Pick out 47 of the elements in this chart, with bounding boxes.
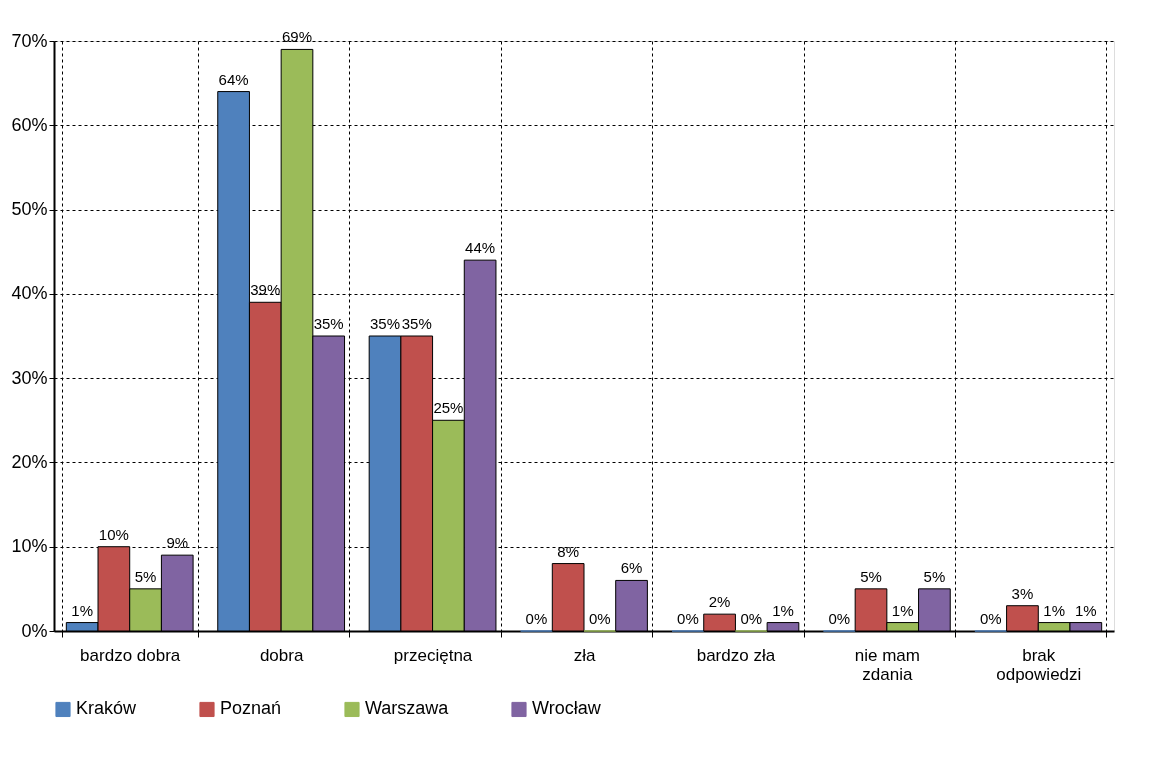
x-tick-label: dobra <box>259 645 304 665</box>
data-label: 0% <box>525 610 548 627</box>
y-tick-label: 0% <box>21 620 48 641</box>
data-label: 5% <box>923 567 946 585</box>
data-label: 35% <box>313 315 344 332</box>
data-label: 25% <box>433 399 464 417</box>
data-label: 8% <box>557 542 579 560</box>
x-tick-label: bardzo dobra <box>80 645 181 665</box>
legend-label: Wrocław <box>532 698 602 719</box>
data-label: 69% <box>281 28 313 46</box>
data-label: 1% <box>772 601 794 619</box>
x-tick-label: zła <box>573 645 596 665</box>
y-tick-label: 60% <box>11 114 48 135</box>
data-label: 10% <box>98 525 129 543</box>
data-label: 9% <box>166 534 189 552</box>
data-label: 5% <box>134 567 157 585</box>
y-tick-label: 40% <box>11 283 48 304</box>
y-tick-label: 30% <box>11 367 48 388</box>
y-tick-label: 70% <box>11 30 48 51</box>
data-label: 3% <box>1011 584 1034 602</box>
data-label: 1% <box>1043 601 1065 619</box>
data-label: 1% <box>891 601 914 619</box>
data-label: 0% <box>740 610 763 627</box>
data-label: 35% <box>370 315 401 332</box>
legend-label: Poznań <box>220 698 282 719</box>
data-label: 0% <box>589 610 611 627</box>
data-label: 1% <box>71 601 94 619</box>
legend-label: Kraków <box>76 698 138 719</box>
legend-label: Warszawa <box>365 698 450 719</box>
data-label: 1% <box>1074 601 1097 619</box>
x-tick-label: brak odpowiedzi <box>996 645 1082 684</box>
data-label: 0% <box>677 610 699 627</box>
data-label: 6% <box>620 559 643 577</box>
x-tick-label: bardzo zła <box>696 645 776 665</box>
data-label: 39% <box>250 281 281 299</box>
data-label: 35% <box>401 315 432 332</box>
data-label: 2% <box>708 593 731 611</box>
data-label: 64% <box>218 70 249 88</box>
y-tick-label: 10% <box>11 536 48 557</box>
data-label: 5% <box>860 567 882 585</box>
y-tick-label: 20% <box>11 451 48 472</box>
y-tick-label: 50% <box>11 199 48 220</box>
data-label: 0% <box>828 610 851 627</box>
x-tick-label: przeciętna <box>393 645 473 665</box>
data-label: 44% <box>465 239 496 257</box>
data-label: 0% <box>979 610 1002 627</box>
x-tick-label: nie mam zdania <box>854 645 920 684</box>
